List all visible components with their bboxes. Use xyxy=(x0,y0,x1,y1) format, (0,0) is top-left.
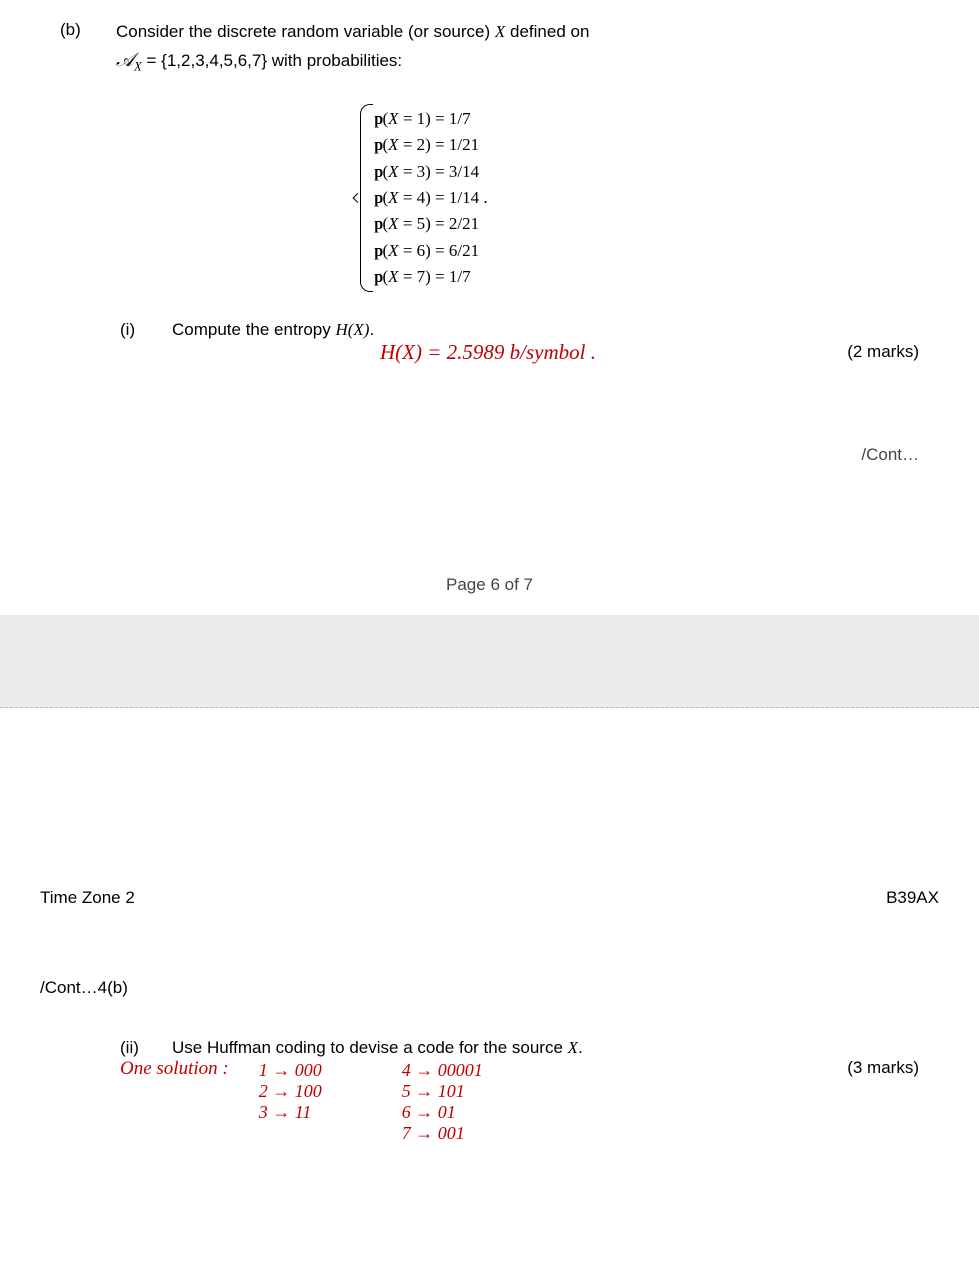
marks-ii: (3 marks) xyxy=(799,1058,919,1078)
codes-right: 4 → 00001 5 → 101 6 → 01 7 → 001 xyxy=(402,1060,483,1143)
code-row: 3 → 11 xyxy=(259,1102,322,1123)
alphabet-set: {1,2,3,4,5,6,7} with probabilities: xyxy=(161,51,402,70)
code-row: 2 → 100 xyxy=(259,1081,322,1102)
alphabet-sub: X xyxy=(134,59,142,73)
code-row: 7 → 001 xyxy=(402,1123,483,1144)
part-label: (b) xyxy=(60,20,116,40)
prob-row: p(X = 4) = 1/14 . xyxy=(374,185,919,211)
hand-entropy: H(X) = 2.5989 b/symbol . xyxy=(380,340,596,364)
code-row: 1 → 000 xyxy=(259,1060,322,1081)
code-row: 4 → 00001 xyxy=(402,1060,483,1081)
question-lead: Consider the discrete random variable (o… xyxy=(116,20,919,44)
probability-list: p(X = 1) = 1/7 p(X = 2) = 1/21 p(X = 3) … xyxy=(360,106,919,290)
marks-i: (2 marks) xyxy=(799,340,919,362)
sub-ii-after: . xyxy=(578,1038,583,1057)
lead-2: defined on xyxy=(505,22,589,41)
page-number: Page 6 of 7 xyxy=(60,575,919,595)
prob-row: p(X = 5) = 2/21 xyxy=(374,211,919,237)
prob-row: p(X = 2) = 1/21 xyxy=(374,132,919,158)
sub-ii-text: Use Huffman coding to devise a code for … xyxy=(160,1038,919,1058)
hand-solution-lead: One solution : xyxy=(120,1058,229,1079)
alphabet-eq: = xyxy=(142,51,161,70)
alphabet-line: 𝒜X = {1,2,3,4,5,6,7} with probabilities: xyxy=(116,48,919,76)
code-row: 5 → 101 xyxy=(402,1081,483,1102)
prob-row: p(X = 6) = 6/21 xyxy=(374,238,919,264)
sub-i-after: . xyxy=(369,320,374,339)
sub-i-label: (i) xyxy=(60,320,160,340)
codes-left: 1 → 000 2 → 100 3 → 11 xyxy=(259,1060,322,1143)
course-code: B39AX xyxy=(886,888,939,908)
sub-ii-label: (ii) xyxy=(60,1038,160,1058)
sub-ii-before: Use Huffman coding to devise a code for … xyxy=(172,1038,568,1057)
prob-row: p(X = 3) = 3/14 xyxy=(374,159,919,185)
HX: H(X) xyxy=(335,320,369,339)
code-row: 6 → 01 xyxy=(402,1102,483,1123)
var-X: X xyxy=(495,22,505,41)
cont-back: /Cont…4(b) xyxy=(0,978,979,998)
script-A: 𝒜 xyxy=(116,50,134,71)
var-X-2: X xyxy=(568,1038,578,1057)
cont-marker: /Cont… xyxy=(60,445,919,465)
page-break xyxy=(0,615,979,708)
time-zone: Time Zone 2 xyxy=(40,888,135,908)
sub-i-text: Compute the entropy H(X). xyxy=(160,320,919,340)
prob-row: p(X = 1) = 1/7 xyxy=(374,106,919,132)
sub-i-before: Compute the entropy xyxy=(172,320,335,339)
prob-row: p(X = 7) = 1/7 xyxy=(374,264,919,290)
lead-1: Consider the discrete random variable (o… xyxy=(116,22,495,41)
